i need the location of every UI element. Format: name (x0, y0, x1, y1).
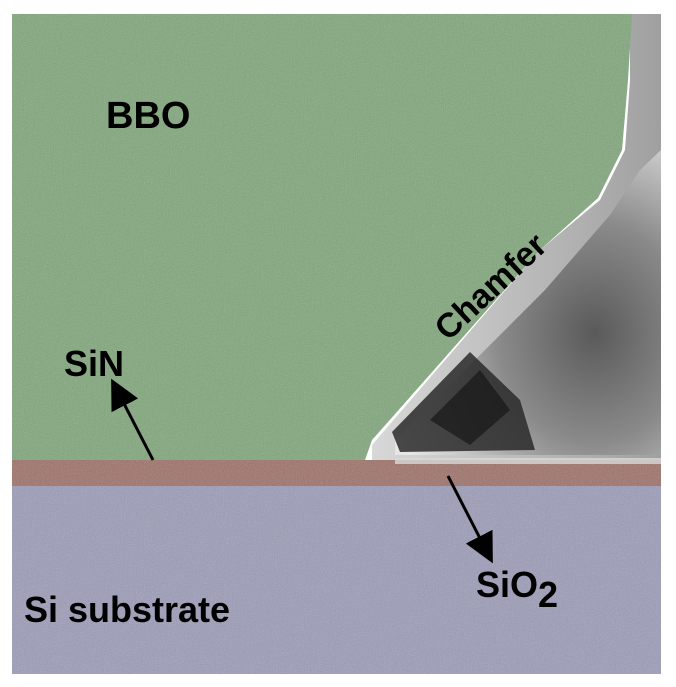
sin-layer (12, 458, 661, 486)
si-substrate-layer (12, 486, 661, 674)
si-substrate-label: Si substrate (24, 589, 230, 630)
sio2-label: SiO2 (476, 564, 558, 615)
chamfer-region (372, 14, 661, 460)
sin-arrow (111, 378, 155, 461)
bbo-layer (12, 14, 632, 460)
sin-label: SiN (64, 343, 124, 384)
sio2-label-subscript: 2 (538, 574, 558, 615)
bbo-label: BBO (106, 95, 190, 137)
sio2-label-base: SiO (476, 564, 538, 605)
sio2-arrow (446, 475, 493, 564)
